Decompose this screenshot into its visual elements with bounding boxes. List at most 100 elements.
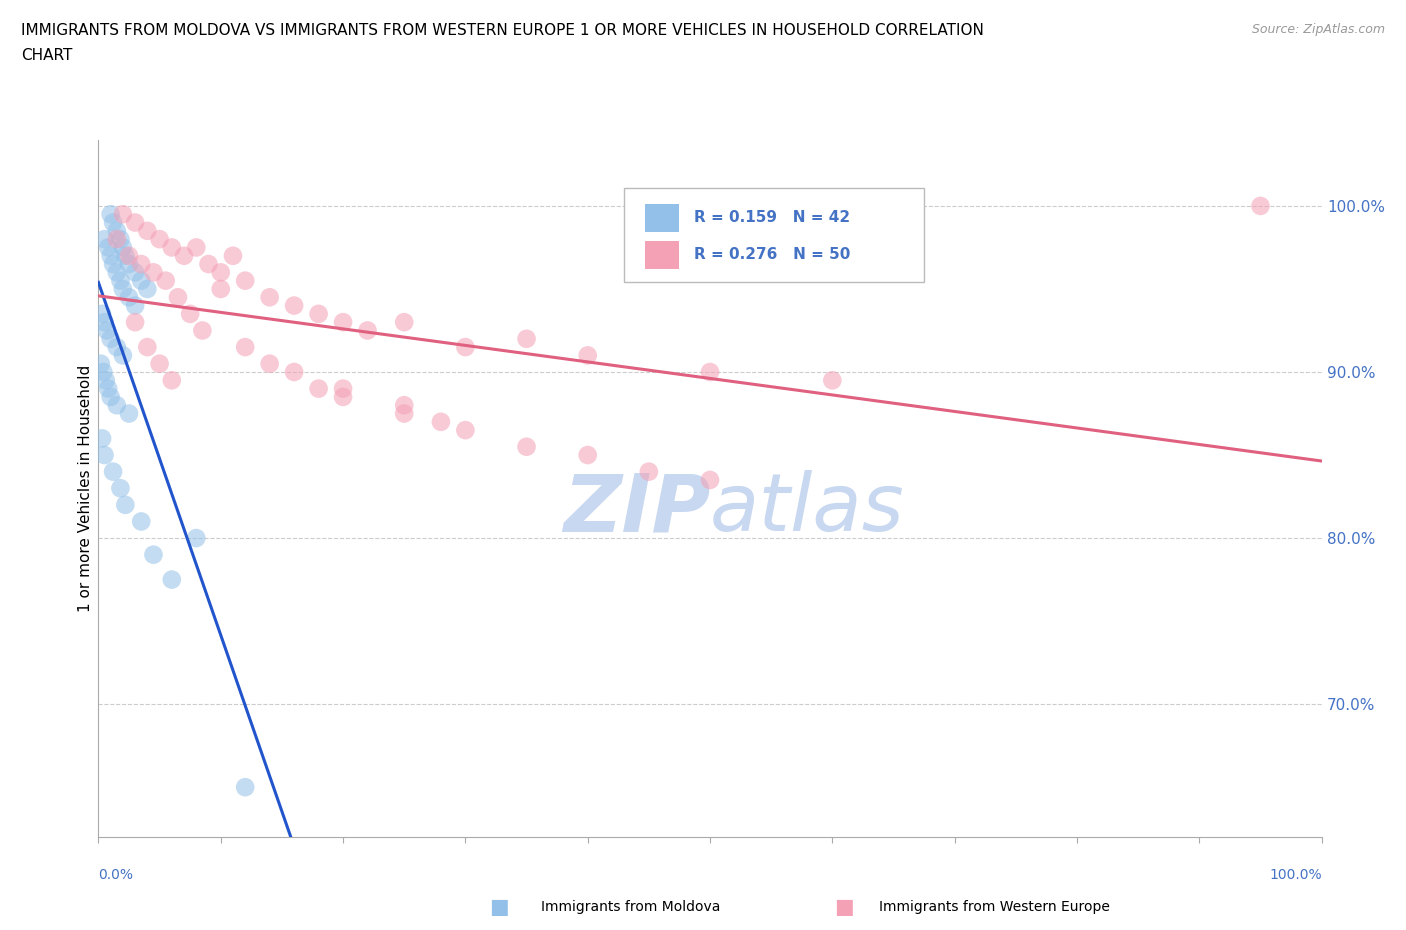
Point	[186, 531, 208, 546]
Point	[699, 365, 721, 379]
Text: ■: ■	[834, 897, 853, 917]
Point	[233, 339, 256, 354]
Point	[392, 398, 416, 413]
Point	[356, 323, 378, 338]
Point	[96, 323, 118, 338]
Point	[111, 282, 134, 297]
Point	[94, 373, 117, 388]
Text: 0.0%: 0.0%	[98, 869, 134, 883]
Point	[516, 331, 538, 346]
Point	[308, 307, 330, 322]
Point	[124, 314, 146, 329]
Point	[259, 290, 281, 305]
Point	[430, 415, 453, 430]
Point	[93, 314, 115, 329]
Point	[100, 206, 122, 221]
Y-axis label: 1 or more Vehicles in Household: 1 or more Vehicles in Household	[77, 365, 93, 612]
Point	[197, 257, 219, 272]
Point	[209, 265, 232, 280]
Point	[110, 481, 132, 496]
Point	[118, 290, 141, 305]
Point	[90, 356, 112, 371]
Point	[233, 273, 256, 288]
Point	[186, 240, 208, 255]
Point	[142, 547, 165, 562]
Text: ■: ■	[489, 897, 509, 917]
Point	[118, 248, 141, 263]
Point	[136, 223, 159, 238]
Point	[136, 339, 159, 354]
Point	[638, 464, 661, 479]
Point	[91, 431, 114, 445]
Point	[118, 406, 141, 421]
Point	[308, 381, 330, 396]
Point	[149, 356, 172, 371]
Point	[91, 365, 114, 379]
Point	[160, 240, 183, 255]
Point	[129, 514, 152, 529]
Point	[105, 223, 128, 238]
Point	[283, 365, 305, 379]
Point	[114, 248, 136, 263]
Point	[160, 572, 183, 587]
Point	[576, 348, 599, 363]
Point	[167, 290, 190, 305]
Point	[114, 498, 136, 512]
Text: Immigrants from Western Europe: Immigrants from Western Europe	[879, 899, 1109, 914]
Point	[142, 265, 165, 280]
Point	[124, 215, 146, 230]
Text: atlas: atlas	[710, 471, 905, 548]
Point	[454, 339, 477, 354]
Point	[392, 314, 416, 329]
Point	[93, 447, 115, 462]
Point	[124, 299, 146, 313]
Point	[97, 381, 120, 396]
Text: ZIP: ZIP	[562, 471, 710, 548]
Point	[179, 307, 201, 322]
Text: Source: ZipAtlas.com: Source: ZipAtlas.com	[1251, 23, 1385, 36]
Bar	[645, 204, 679, 232]
Point	[699, 472, 721, 487]
Point	[516, 439, 538, 454]
Text: R = 0.159   N = 42: R = 0.159 N = 42	[695, 210, 851, 225]
Point	[821, 373, 844, 388]
Point	[576, 447, 599, 462]
Point	[129, 273, 152, 288]
Point	[124, 265, 146, 280]
Point	[191, 323, 214, 338]
Point	[100, 331, 122, 346]
Point	[160, 373, 183, 388]
Point	[105, 232, 128, 246]
Text: IMMIGRANTS FROM MOLDOVA VS IMMIGRANTS FROM WESTERN EUROPE 1 OR MORE VEHICLES IN : IMMIGRANTS FROM MOLDOVA VS IMMIGRANTS FR…	[21, 23, 984, 38]
Point	[283, 299, 305, 313]
Point	[101, 215, 124, 230]
Point	[111, 348, 134, 363]
Text: Immigrants from Moldova: Immigrants from Moldova	[541, 899, 721, 914]
Point	[233, 779, 256, 794]
Point	[118, 257, 141, 272]
Point	[222, 248, 245, 263]
Point	[392, 406, 416, 421]
Point	[97, 240, 120, 255]
Point	[332, 381, 354, 396]
Point	[155, 273, 177, 288]
Point	[259, 356, 281, 371]
Point	[149, 232, 172, 246]
Point	[129, 257, 152, 272]
Point	[209, 282, 232, 297]
Point	[332, 390, 354, 405]
Point	[93, 232, 115, 246]
Bar	[645, 241, 679, 269]
Text: R = 0.276   N = 50: R = 0.276 N = 50	[695, 247, 851, 262]
Point	[1250, 198, 1272, 213]
Point	[110, 273, 132, 288]
Text: CHART: CHART	[21, 48, 73, 63]
Point	[111, 240, 134, 255]
Point	[100, 248, 122, 263]
Point	[101, 257, 124, 272]
FancyBboxPatch shape	[624, 188, 924, 283]
Point	[105, 398, 128, 413]
Point	[105, 339, 128, 354]
Point	[101, 464, 124, 479]
Point	[173, 248, 195, 263]
